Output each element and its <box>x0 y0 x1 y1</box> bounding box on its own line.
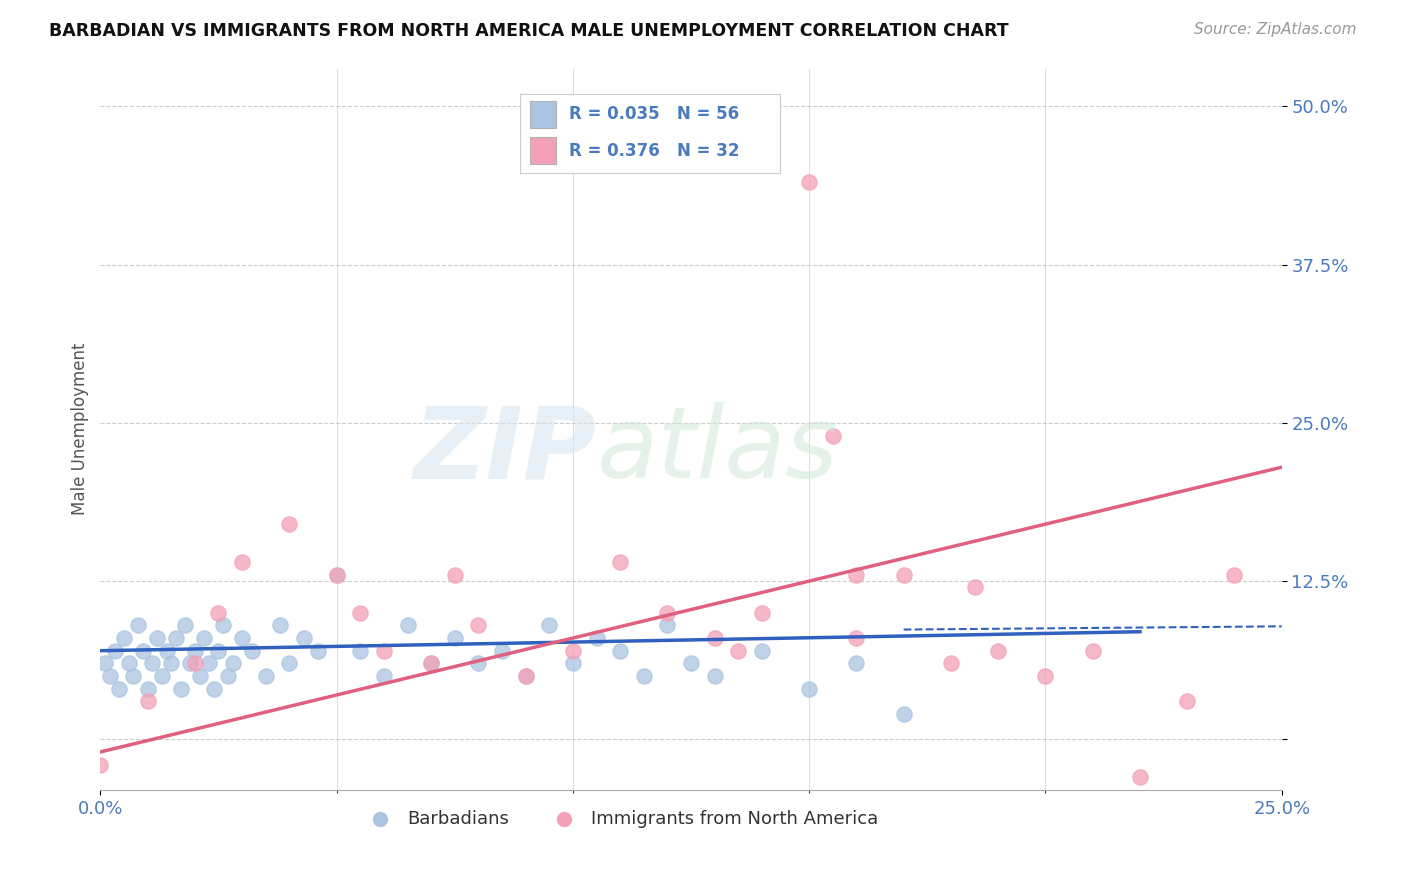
Point <box>188 669 211 683</box>
Point <box>1129 770 1152 784</box>
Point <box>278 657 301 671</box>
Point <box>122 669 145 683</box>
Point <box>254 669 277 683</box>
Point <box>179 657 201 671</box>
Point <box>893 567 915 582</box>
Y-axis label: Male Unemployment: Male Unemployment <box>72 343 89 516</box>
Point <box>1035 669 1057 683</box>
Point <box>845 567 868 582</box>
Point <box>231 631 253 645</box>
Point <box>420 657 443 671</box>
Point <box>515 669 537 683</box>
Point <box>703 631 725 645</box>
Point <box>155 643 177 657</box>
Text: atlas: atlas <box>596 402 838 500</box>
Point <box>325 567 347 582</box>
Point <box>799 176 821 190</box>
Point <box>89 757 111 772</box>
Point <box>561 643 583 657</box>
Point <box>108 681 131 696</box>
Point <box>679 657 702 671</box>
Point <box>1175 694 1198 708</box>
Point <box>751 606 773 620</box>
Point <box>443 567 465 582</box>
Point <box>987 643 1010 657</box>
Point <box>703 669 725 683</box>
Point <box>240 643 263 657</box>
Point <box>845 657 868 671</box>
Point <box>103 643 125 657</box>
Point <box>491 643 513 657</box>
Point <box>94 657 117 671</box>
Point <box>1081 643 1104 657</box>
Point <box>467 657 489 671</box>
Point <box>217 669 239 683</box>
Point <box>207 606 229 620</box>
Point <box>963 581 986 595</box>
Point <box>221 657 243 671</box>
Point <box>538 618 561 632</box>
Point <box>515 669 537 683</box>
Point <box>184 643 207 657</box>
Point <box>467 618 489 632</box>
Point <box>141 657 163 671</box>
Point <box>132 643 155 657</box>
Point <box>396 618 419 632</box>
Point <box>799 681 821 696</box>
Point <box>165 631 187 645</box>
Point <box>373 669 395 683</box>
Point <box>373 643 395 657</box>
Point <box>150 669 173 683</box>
Text: BARBADIAN VS IMMIGRANTS FROM NORTH AMERICA MALE UNEMPLOYMENT CORRELATION CHART: BARBADIAN VS IMMIGRANTS FROM NORTH AMERI… <box>49 22 1010 40</box>
Text: Source: ZipAtlas.com: Source: ZipAtlas.com <box>1194 22 1357 37</box>
Point <box>184 657 207 671</box>
Point <box>174 618 197 632</box>
Point <box>202 681 225 696</box>
Point <box>269 618 291 632</box>
Point <box>443 631 465 645</box>
Point <box>231 555 253 569</box>
Point <box>98 669 121 683</box>
Point <box>727 643 749 657</box>
Point <box>585 631 607 645</box>
Point <box>751 643 773 657</box>
Point <box>657 606 679 620</box>
Legend: Barbadians, Immigrants from North America: Barbadians, Immigrants from North Americ… <box>356 803 886 835</box>
Point <box>193 631 215 645</box>
Point <box>609 555 631 569</box>
Point <box>657 618 679 632</box>
Point <box>146 631 169 645</box>
Point <box>845 631 868 645</box>
Point <box>633 669 655 683</box>
Point <box>136 681 159 696</box>
Point <box>893 706 915 721</box>
Point <box>170 681 193 696</box>
Point <box>325 567 347 582</box>
Point <box>198 657 221 671</box>
Text: ZIP: ZIP <box>413 402 596 500</box>
Point <box>349 606 371 620</box>
Point <box>307 643 329 657</box>
Point <box>349 643 371 657</box>
Point <box>420 657 443 671</box>
Point <box>212 618 235 632</box>
Point <box>207 643 229 657</box>
Point <box>1223 567 1246 582</box>
Point <box>278 517 301 532</box>
Point <box>292 631 315 645</box>
Point <box>118 657 141 671</box>
Point <box>127 618 149 632</box>
Point <box>136 694 159 708</box>
Point <box>561 657 583 671</box>
Point <box>939 657 962 671</box>
Point <box>160 657 183 671</box>
Point <box>112 631 135 645</box>
Point <box>609 643 631 657</box>
Point <box>821 428 844 442</box>
